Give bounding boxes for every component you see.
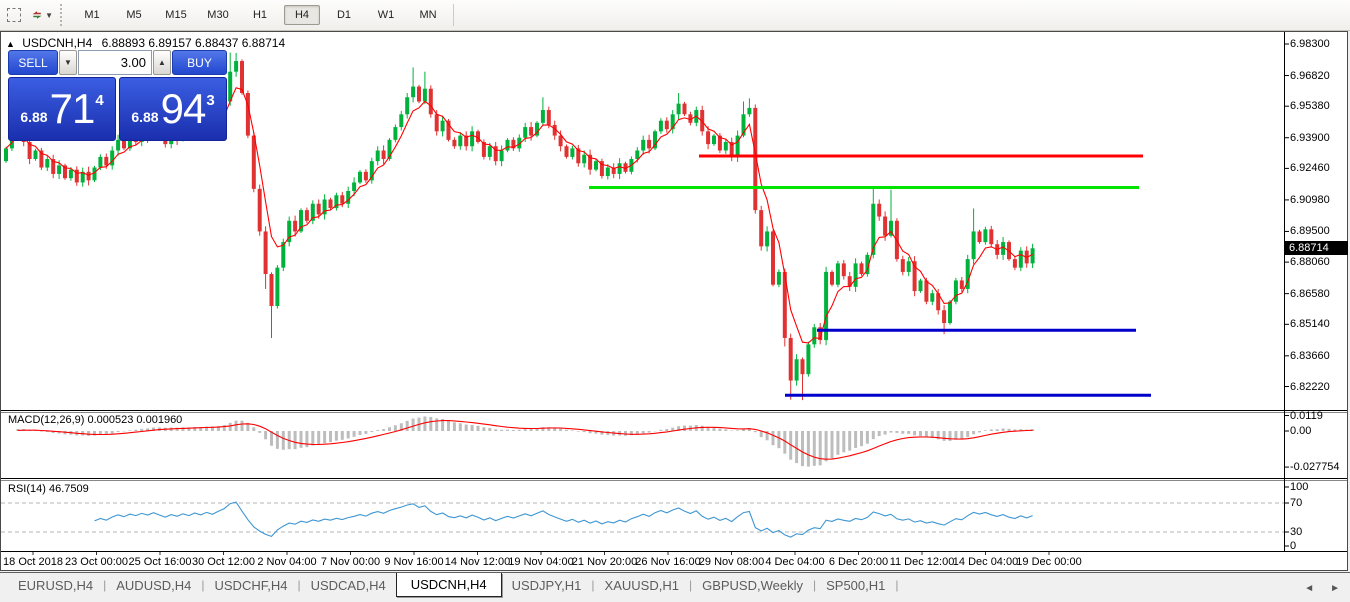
- price-axis-label: 6.89500: [1290, 225, 1330, 238]
- buy-button[interactable]: BUY: [172, 50, 227, 75]
- title-arrow-icon: ▲: [6, 39, 15, 49]
- timeframe-button-d1[interactable]: D1: [336, 9, 352, 21]
- one-click-trading-panel: SELL ▼ ▲ BUY 6.88 71 4 6.88 94 3: [8, 50, 227, 141]
- rsi-axis-label: 100: [1290, 481, 1309, 493]
- new-order-icon[interactable]: ▼: [31, 5, 53, 25]
- buy-price-base: 6.88: [131, 109, 159, 125]
- current-price-tag: 6.88714: [1285, 241, 1348, 255]
- date-axis-label: 21 Nov 20:00: [571, 556, 638, 568]
- toolbar-separator: [453, 4, 454, 26]
- chart-tab-usdjpy-h1[interactable]: USDJPY,H1: [511, 577, 582, 593]
- toolbar-grip: [60, 4, 67, 26]
- price-axis-label: 6.95380: [1290, 100, 1330, 113]
- chart-tab-gbpusd-weekly[interactable]: GBPUSD,Weekly: [702, 577, 803, 593]
- buy-price-big: 94: [160, 85, 207, 132]
- date-axis-label: 11 Dec 12:00: [889, 556, 955, 568]
- date-axis-label: 19 Nov 04:00: [508, 556, 574, 568]
- date-axis-label: 6 Dec 20:00: [828, 556, 889, 568]
- price-axis-label: 6.88060: [1290, 256, 1330, 269]
- sell-price-big: 71: [49, 85, 96, 132]
- macd-label: MACD(12,26,9) 0.000523 0.001960: [8, 414, 183, 426]
- price-axis-label: 6.96820: [1290, 69, 1330, 82]
- sell-button[interactable]: SELL: [8, 50, 58, 75]
- date-axis-label: 19 Dec 00:00: [1016, 556, 1082, 568]
- price-axis-label: 6.90980: [1290, 193, 1330, 206]
- tab-separator: |: [103, 578, 107, 592]
- rsi-axis-label: 30: [1290, 526, 1303, 538]
- tab-separator: |: [812, 578, 817, 592]
- chart-tab-eurusd-h4[interactable]: EURUSD,H4: [18, 577, 94, 593]
- sell-price-pip: 4: [95, 91, 104, 109]
- tab-separator: |: [591, 578, 595, 592]
- timeframe-button-m5[interactable]: M5: [126, 9, 142, 21]
- rsi-label: RSI(14) 46.7509: [8, 483, 89, 495]
- date-axis-label: 9 Nov 16:00: [384, 556, 444, 568]
- tab-scroll-right-icon[interactable]: ►: [1330, 583, 1340, 594]
- date-axis-label: 25 Oct 16:00: [128, 556, 192, 568]
- chart-ohlc-values: 6.88893 6.89157 6.88437 6.88714: [101, 36, 286, 50]
- price-axis-label: 6.92460: [1290, 162, 1330, 175]
- tab-separator: |: [688, 578, 693, 592]
- volume-input[interactable]: [78, 50, 152, 75]
- timeframe-button-h4[interactable]: H4: [284, 5, 320, 25]
- buy-price-pip: 3: [206, 91, 215, 109]
- timeframe-button-h1[interactable]: H1: [252, 9, 268, 21]
- dropdown-caret-icon[interactable]: ▼: [45, 10, 53, 20]
- tab-scroll-left-icon[interactable]: ◄: [1304, 583, 1315, 594]
- date-axis-label: 14 Nov 12:00: [444, 556, 511, 568]
- date-axis-label: 26 Nov 16:00: [635, 556, 701, 568]
- top-toolbar: ▼ M1 M5 M15 M30 H1 H4 D1 W1 MN: [0, 0, 1350, 31]
- timeframe-toolbar: M1 M5 M15 M30 H1 H4 D1 W1 MN: [71, 5, 449, 25]
- buy-price-box[interactable]: 6.88 94 3: [119, 77, 227, 141]
- timeframe-button-m15[interactable]: M15: [165, 9, 187, 21]
- date-axis-label: 14 Dec 04:00: [952, 556, 1019, 568]
- tab-separator: |: [297, 578, 301, 592]
- chart-tab-audusd-h4[interactable]: AUDUSD,H4: [116, 577, 192, 593]
- rsi-axis-label: 70: [1290, 497, 1303, 509]
- timeframe-button-m30[interactable]: M30: [207, 9, 229, 21]
- timeframe-button-w1[interactable]: W1: [377, 9, 395, 21]
- chart-tab-sp500-h1[interactable]: SP500,H1: [826, 577, 886, 593]
- volume-increase-button[interactable]: ▲: [153, 50, 171, 75]
- price-axis-label: 6.98300: [1290, 38, 1330, 50]
- tab-separator: |: [895, 578, 899, 592]
- date-axis-label: 29 Nov 08:00: [698, 556, 765, 568]
- date-axis-label: 30 Oct 12:00: [192, 556, 255, 568]
- price-axis-label: 6.93900: [1290, 131, 1330, 144]
- volume-decrease-button[interactable]: ▼: [59, 50, 77, 75]
- macd-axis-label: 0.0119: [1290, 409, 1323, 422]
- chart-tab-usdcad-h4[interactable]: USDCAD,H4: [310, 577, 386, 593]
- date-axis-label: 23 Oct 00:00: [65, 556, 128, 568]
- rsi-axis-label: 0: [1290, 540, 1297, 552]
- macd-axis-label: 0.00: [1290, 425, 1312, 437]
- sell-price-base: 6.88: [20, 109, 48, 125]
- chart-tab-usdcnh-h4[interactable]: USDCNH,H4: [395, 572, 502, 597]
- chart-tab-usdchf-h4[interactable]: USDCHF,H4: [214, 577, 288, 593]
- price-axis-label: 6.83660: [1290, 349, 1330, 362]
- date-axis-label: 2 Nov 04:00: [257, 556, 317, 568]
- timeframe-button-mn[interactable]: MN: [419, 9, 437, 21]
- date-axis-label: 7 Nov 00:00: [320, 556, 381, 568]
- selection-tool-icon[interactable]: [3, 5, 25, 25]
- date-axis-label: 18 Oct 2018: [3, 556, 63, 568]
- price-axis-label: 6.85140: [1290, 318, 1330, 331]
- chart-tab-bar: EURUSD,H4 | AUDUSD,H4 | USDCHF,H4 | USDCAD,H4 U…: [0, 572, 1350, 602]
- sell-price-box[interactable]: 6.88 71 4: [8, 77, 116, 141]
- date-axis-label: 4 Dec 04:00: [765, 556, 825, 568]
- chart-tab-xauusd-h1[interactable]: XAUUSD,H1: [604, 577, 679, 593]
- chart-title: ▲ USDCNH,H4 6.88893 6.89157 6.88437 6.88…: [6, 36, 285, 50]
- tab-separator: |: [201, 578, 205, 592]
- price-axis-label: 6.82220: [1290, 380, 1330, 393]
- chart-tabs: EURUSD,H4 | AUDUSD,H4 | USDCHF,H4 | USDCAD,H4 U…: [8, 572, 899, 597]
- chart-symbol-period: USDCNH,H4: [22, 36, 93, 50]
- order-arrows-icon: [32, 11, 42, 19]
- timeframe-button-m1[interactable]: M1: [84, 9, 100, 21]
- price-axis-label: 6.86580: [1290, 287, 1330, 300]
- macd-axis-label: -0.027754: [1290, 461, 1340, 474]
